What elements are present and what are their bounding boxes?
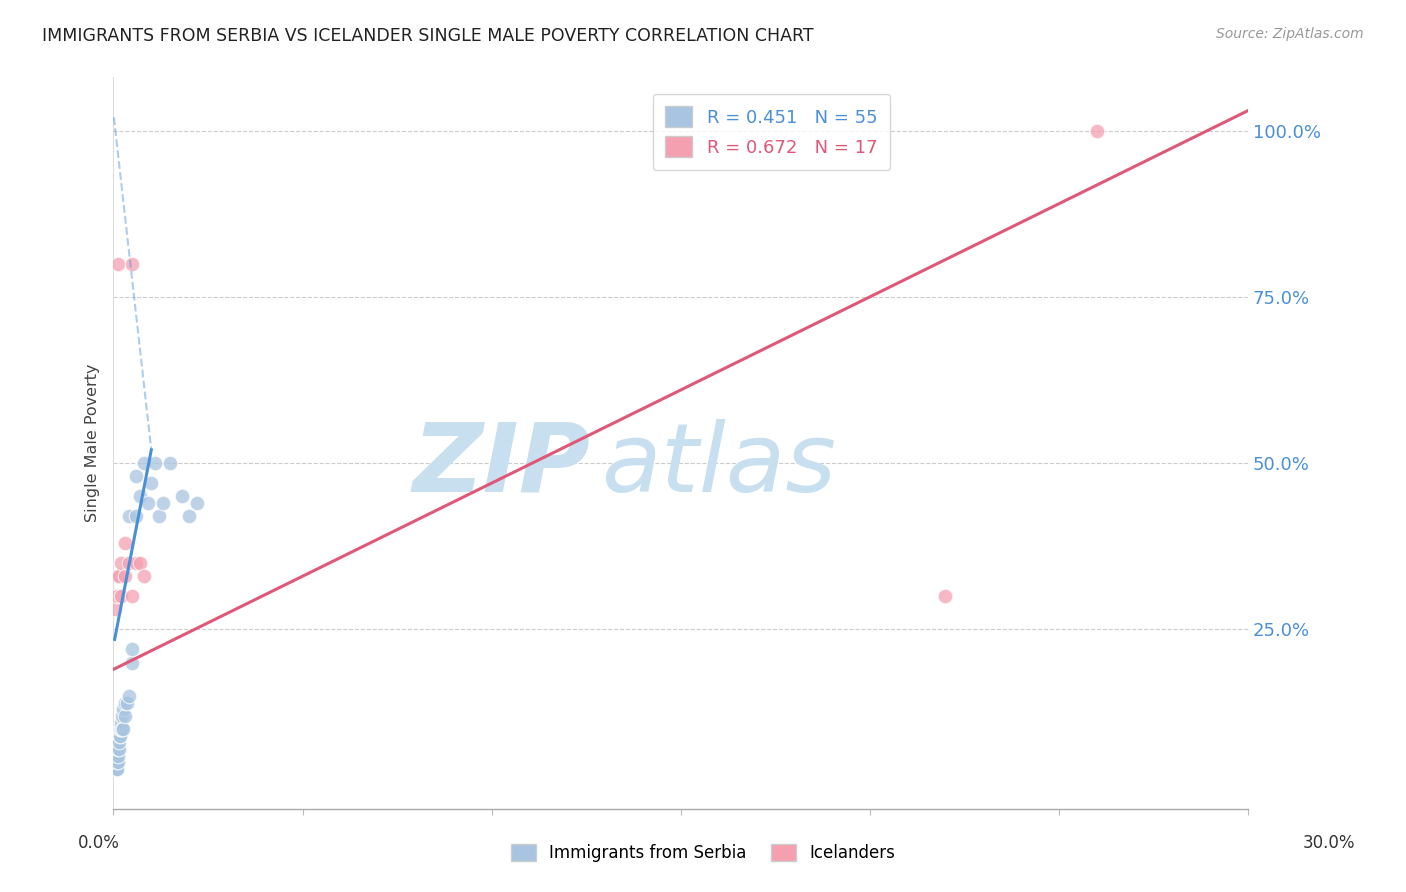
Text: IMMIGRANTS FROM SERBIA VS ICELANDER SINGLE MALE POVERTY CORRELATION CHART: IMMIGRANTS FROM SERBIA VS ICELANDER SING…	[42, 27, 814, 45]
Point	[107, 742, 129, 756]
Point	[104, 762, 127, 776]
Point	[111, 722, 134, 736]
Point	[108, 729, 131, 743]
Point	[105, 762, 128, 776]
Point	[121, 589, 143, 603]
Point	[105, 748, 128, 763]
Point	[104, 602, 127, 616]
Point	[108, 729, 131, 743]
Text: 30.0%: 30.0%	[1302, 834, 1355, 852]
Point	[110, 722, 132, 736]
Point	[114, 569, 136, 583]
Point	[117, 689, 139, 703]
Point	[1085, 123, 1108, 137]
Text: 0.0%: 0.0%	[77, 834, 120, 852]
Point	[107, 742, 129, 756]
Point	[108, 569, 131, 583]
Point	[125, 509, 148, 524]
Legend: R = 0.451   N = 55, R = 0.672   N = 17: R = 0.451 N = 55, R = 0.672 N = 17	[652, 94, 890, 169]
Y-axis label: Single Male Poverty: Single Male Poverty	[86, 364, 100, 523]
Point	[114, 696, 136, 710]
Point	[159, 456, 181, 470]
Point	[117, 556, 139, 570]
Point	[110, 556, 132, 570]
Point	[105, 762, 128, 776]
Point	[104, 762, 127, 776]
Point	[110, 722, 132, 736]
Text: atlas: atlas	[602, 418, 837, 512]
Text: ZIP: ZIP	[412, 418, 591, 512]
Point	[114, 536, 136, 550]
Point	[129, 556, 152, 570]
Point	[136, 496, 159, 510]
Point	[110, 715, 132, 730]
Point	[129, 490, 152, 504]
Point	[105, 569, 128, 583]
Point	[132, 456, 155, 470]
Point	[105, 756, 128, 770]
Point	[105, 756, 128, 770]
Point	[103, 762, 125, 776]
Point	[105, 589, 128, 603]
Point	[186, 496, 208, 510]
Point	[105, 748, 128, 763]
Point	[170, 490, 193, 504]
Point	[105, 762, 128, 776]
Point	[104, 756, 127, 770]
Point	[111, 702, 134, 716]
Point	[111, 722, 134, 736]
Legend: Immigrants from Serbia, Icelanders: Immigrants from Serbia, Icelanders	[502, 836, 904, 871]
Point	[141, 476, 163, 491]
Point	[179, 509, 201, 524]
Point	[105, 735, 128, 749]
Point	[107, 756, 129, 770]
Text: Source: ZipAtlas.com: Source: ZipAtlas.com	[1216, 27, 1364, 41]
Point	[132, 569, 155, 583]
Point	[108, 735, 131, 749]
Point	[121, 257, 143, 271]
Point	[143, 456, 166, 470]
Point	[125, 469, 148, 483]
Point	[111, 709, 134, 723]
Point	[114, 709, 136, 723]
Point	[125, 556, 148, 570]
Point	[121, 656, 143, 670]
Point	[121, 642, 143, 657]
Point	[115, 696, 138, 710]
Point	[110, 589, 132, 603]
Point	[107, 748, 129, 763]
Point	[104, 748, 127, 763]
Point	[117, 509, 139, 524]
Point	[104, 742, 127, 756]
Point	[105, 762, 128, 776]
Point	[104, 762, 127, 776]
Point	[107, 257, 129, 271]
Point	[104, 756, 127, 770]
Point	[152, 496, 174, 510]
Point	[934, 589, 956, 603]
Point	[104, 748, 127, 763]
Point	[148, 509, 170, 524]
Point	[105, 756, 128, 770]
Point	[104, 748, 127, 763]
Point	[105, 742, 128, 756]
